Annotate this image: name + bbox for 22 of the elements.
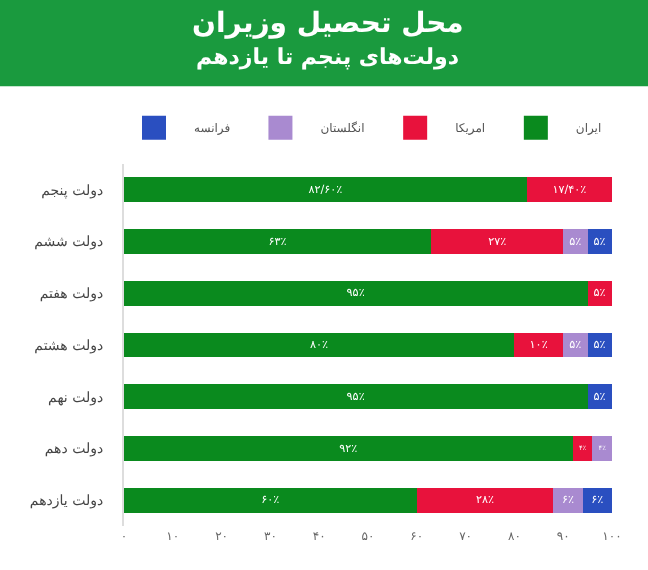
bar bbox=[431, 229, 564, 254]
bar bbox=[124, 280, 588, 306]
bar bbox=[582, 487, 612, 513]
bar bbox=[563, 229, 588, 254]
bar bbox=[553, 487, 583, 513]
bar bbox=[124, 332, 515, 358]
chart-subtitle: دولت‌های پنجم تا یازدهم bbox=[196, 44, 460, 70]
bar bbox=[124, 487, 417, 513]
bar bbox=[592, 436, 612, 461]
bar bbox=[587, 280, 612, 306]
bar bbox=[416, 487, 554, 513]
bar bbox=[587, 384, 612, 410]
bar bbox=[572, 436, 593, 461]
bar bbox=[587, 229, 612, 254]
bar bbox=[124, 436, 573, 461]
bar bbox=[527, 177, 612, 203]
bar bbox=[124, 229, 432, 254]
bar bbox=[124, 384, 588, 410]
bar bbox=[124, 177, 528, 203]
bar bbox=[563, 332, 588, 358]
bar bbox=[514, 332, 564, 358]
chart-title: محل تحصیل وزیران bbox=[192, 8, 464, 40]
